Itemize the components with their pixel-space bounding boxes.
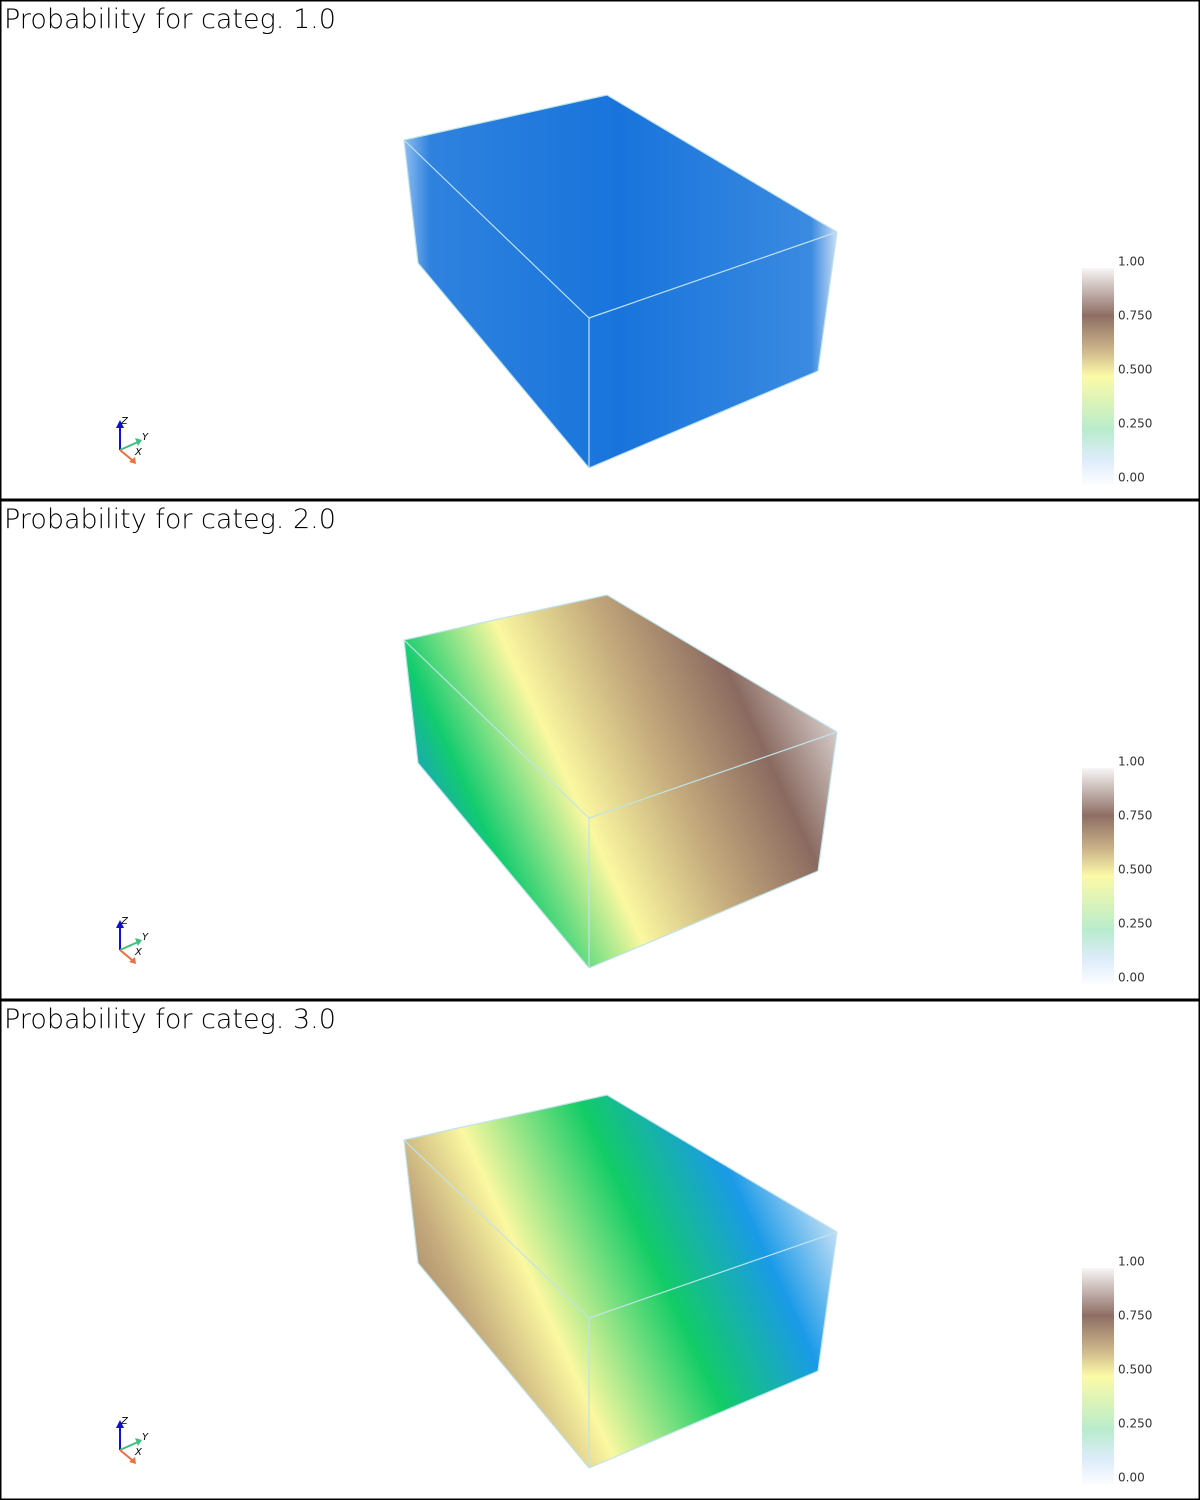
volume: [403, 1094, 838, 1469]
colorbar-tick-label: 0.250: [1118, 1417, 1152, 1431]
panel: Probability for categ. 1.0 1.00 0.750 0.500…: [0, 0, 1200, 500]
colorbar: [1082, 268, 1114, 484]
z-arrow: [116, 920, 124, 928]
colorbar-tick-label: 0.750: [1118, 809, 1152, 823]
volume-edge: [403, 1139, 590, 1319]
x-axis-label: X: [134, 1447, 143, 1458]
x-axis: [119, 1449, 133, 1461]
x-axis: [119, 949, 133, 961]
x-axis-label: X: [134, 447, 143, 458]
y-axis: [119, 941, 139, 951]
volume-edge: [606, 594, 838, 733]
colorbar-tick-label: 1.00: [1118, 1255, 1145, 1269]
volume: [403, 594, 838, 969]
panel-title: Probability for categ. 1.0: [4, 4, 336, 35]
y-axis-label: Y: [142, 1432, 149, 1443]
volume-edge: [588, 731, 838, 819]
axes-widget: Z YX: [116, 916, 149, 964]
y-arrow: [135, 1438, 142, 1446]
panel: Probability for categ. 2.0 1.00 0.750 0.500…: [0, 500, 1200, 1000]
volume-edge: [588, 870, 819, 969]
volume-face: [589, 732, 837, 968]
x-axis-label: X: [134, 947, 143, 958]
colorbar-tick-label: 0.750: [1118, 1309, 1152, 1323]
panel: Probability for categ. 3.0 1.00 0.750 0.500…: [0, 1000, 1200, 1500]
x-arrow: [129, 457, 136, 464]
panel-title: Probability for categ. 3.0: [4, 1004, 336, 1035]
volume-edge: [588, 370, 819, 469]
volume-edge: [403, 139, 590, 319]
y-axis: [119, 441, 139, 451]
volume-edge: [403, 94, 608, 141]
z-axis-label: Z: [120, 1416, 129, 1427]
volume-edge: [817, 1231, 838, 1372]
y-axis: [119, 1441, 139, 1451]
colorbar-tick-label: 0.00: [1118, 971, 1145, 985]
y-arrow: [135, 438, 142, 446]
colorbar-tick-label: 0.00: [1118, 471, 1145, 485]
y-axis-label: Y: [142, 432, 149, 443]
colorbar-tick-label: 0.750: [1118, 309, 1152, 323]
volume-face: [404, 1140, 589, 1468]
volume-face: [404, 595, 837, 818]
colorbar-tick-label: 0.250: [1118, 917, 1152, 931]
volume-edge: [417, 762, 590, 969]
volume-edge: [403, 1139, 419, 1264]
axes-widget: Z YX: [116, 1416, 149, 1464]
volume-edge: [403, 594, 608, 641]
colorbar-tick-label: 1.00: [1118, 255, 1145, 269]
colorbar-tick-label: 0.500: [1118, 1363, 1152, 1377]
volume: [403, 94, 838, 469]
volume-edge: [417, 262, 590, 469]
colorbar: [1082, 1268, 1114, 1484]
volume-edge: [588, 1370, 819, 1469]
volume-face: [589, 232, 837, 468]
panel-title: Probability for categ. 2.0: [4, 504, 336, 535]
x-axis: [119, 449, 133, 461]
x-arrow: [129, 957, 136, 964]
volume-edge: [606, 94, 838, 233]
z-axis-label: Z: [120, 416, 129, 427]
volume-face: [404, 1095, 837, 1318]
volume-edge: [817, 231, 838, 372]
volume-face: [589, 1232, 837, 1468]
axes-widget: Z YX: [116, 416, 149, 464]
volume-edge: [606, 1094, 838, 1233]
volume-edge: [403, 139, 419, 264]
colorbar-tick-label: 0.500: [1118, 363, 1152, 377]
colorbar-tick-label: 1.00: [1118, 755, 1145, 769]
volume-edge: [403, 639, 590, 819]
volume-edge: [403, 1094, 608, 1141]
colorbar-tick-label: 0.00: [1118, 1471, 1145, 1485]
volume-edge: [588, 1231, 838, 1319]
volume-face: [404, 95, 837, 318]
y-axis-label: Y: [142, 932, 149, 943]
z-arrow: [116, 1420, 124, 1428]
volume-face: [404, 140, 589, 468]
volume-edge: [588, 231, 838, 319]
x-arrow: [129, 1457, 136, 1464]
volume-edge: [417, 1262, 590, 1469]
volume-edge: [403, 639, 419, 764]
volume-face: [404, 640, 589, 968]
y-arrow: [135, 938, 142, 946]
volume-edge: [817, 731, 838, 872]
colorbar-tick-label: 0.500: [1118, 863, 1152, 877]
z-axis-label: Z: [120, 916, 129, 927]
colorbar: [1082, 768, 1114, 984]
colorbar-tick-label: 0.250: [1118, 417, 1152, 431]
z-arrow: [116, 420, 124, 428]
